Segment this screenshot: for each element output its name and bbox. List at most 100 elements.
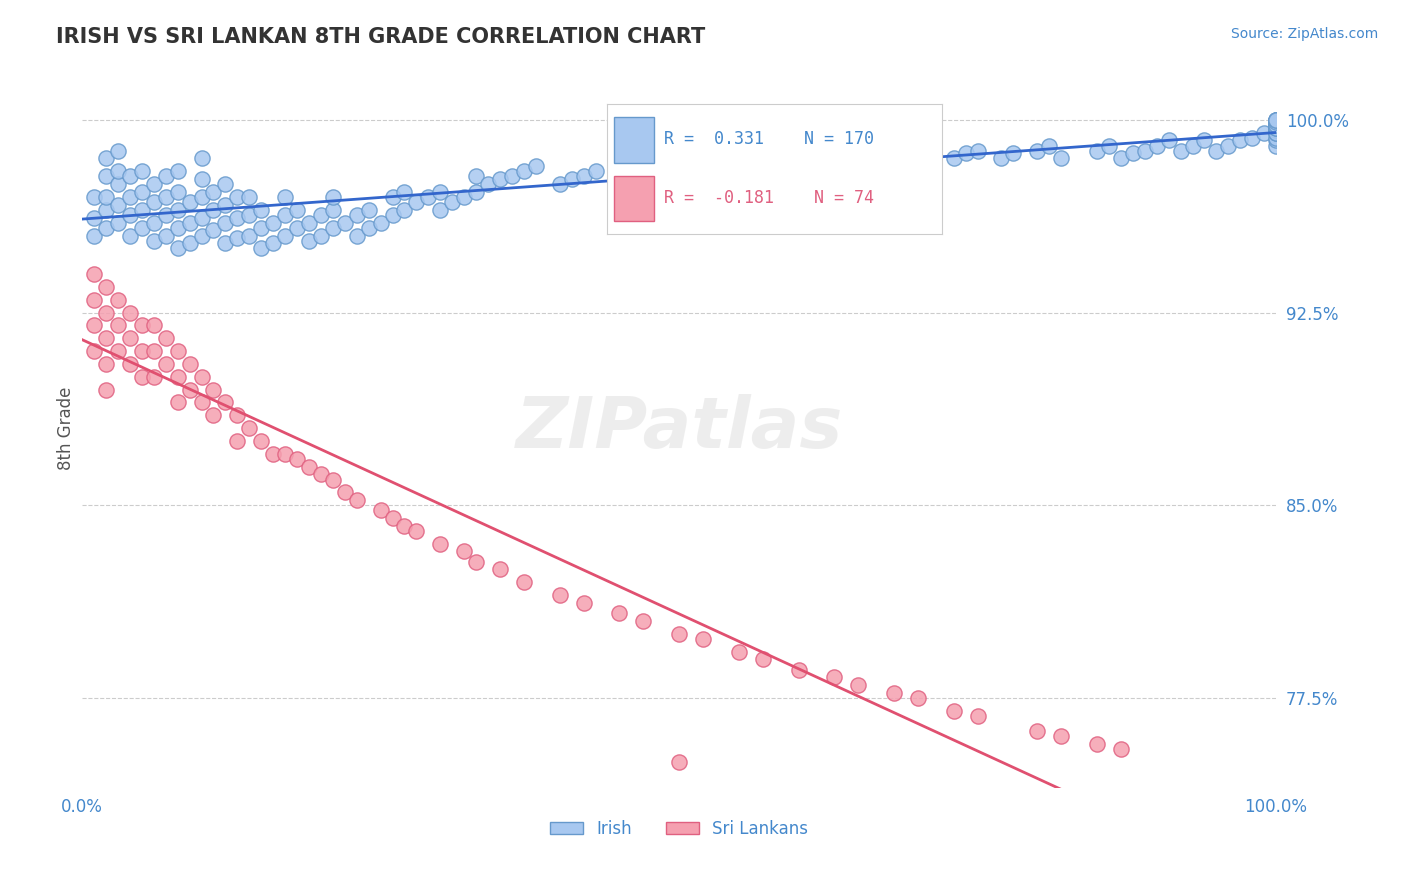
Point bbox=[83, 267, 105, 281]
Point bbox=[1265, 118, 1288, 132]
Point bbox=[1265, 118, 1288, 132]
Point bbox=[118, 357, 141, 371]
Point bbox=[298, 216, 321, 230]
Point bbox=[94, 357, 117, 371]
Point bbox=[633, 614, 655, 628]
Point bbox=[202, 409, 225, 423]
Point bbox=[823, 156, 845, 170]
Point bbox=[131, 185, 153, 199]
Point bbox=[107, 293, 129, 307]
Point bbox=[1265, 126, 1288, 140]
Point bbox=[179, 195, 201, 210]
Point bbox=[477, 177, 499, 191]
Point bbox=[142, 216, 165, 230]
Point bbox=[370, 216, 392, 230]
Point bbox=[118, 305, 141, 319]
Point bbox=[322, 190, 344, 204]
Point bbox=[1205, 144, 1227, 158]
Point bbox=[190, 152, 212, 166]
Point bbox=[94, 280, 117, 294]
Point bbox=[83, 228, 105, 243]
Point bbox=[1265, 118, 1288, 132]
Point bbox=[94, 152, 117, 166]
Point bbox=[94, 220, 117, 235]
Point bbox=[166, 164, 188, 178]
Point bbox=[131, 164, 153, 178]
Point bbox=[381, 511, 404, 525]
Point bbox=[214, 216, 236, 230]
Point bbox=[83, 344, 105, 359]
Point bbox=[1265, 120, 1288, 135]
Point bbox=[787, 164, 810, 178]
Point bbox=[118, 228, 141, 243]
Point bbox=[883, 686, 905, 700]
Point bbox=[548, 177, 571, 191]
Point bbox=[83, 190, 105, 204]
Point bbox=[644, 159, 666, 173]
Point bbox=[870, 159, 893, 173]
Point bbox=[298, 234, 321, 248]
Text: IRISH VS SRI LANKAN 8TH GRADE CORRELATION CHART: IRISH VS SRI LANKAN 8TH GRADE CORRELATIO… bbox=[56, 27, 706, 46]
Point bbox=[394, 518, 416, 533]
Point bbox=[250, 434, 273, 448]
Point bbox=[226, 211, 249, 225]
Point bbox=[142, 177, 165, 191]
Point bbox=[274, 447, 297, 461]
Point bbox=[118, 208, 141, 222]
Point bbox=[190, 395, 212, 409]
Point bbox=[727, 645, 749, 659]
Point bbox=[703, 159, 725, 173]
Point bbox=[142, 318, 165, 333]
Point bbox=[692, 164, 714, 178]
Point bbox=[918, 146, 941, 161]
Point bbox=[250, 241, 273, 255]
Point bbox=[524, 159, 547, 173]
Point bbox=[1181, 138, 1204, 153]
Point bbox=[155, 331, 177, 345]
Point bbox=[1265, 120, 1288, 135]
Point bbox=[357, 220, 380, 235]
Point bbox=[309, 228, 332, 243]
Point bbox=[118, 169, 141, 184]
Point bbox=[226, 190, 249, 204]
Point bbox=[1265, 123, 1288, 137]
Point bbox=[333, 485, 356, 500]
Point bbox=[465, 169, 488, 184]
Point bbox=[787, 663, 810, 677]
Point bbox=[214, 197, 236, 211]
Point bbox=[107, 197, 129, 211]
Point bbox=[405, 195, 427, 210]
Point bbox=[131, 344, 153, 359]
Point bbox=[1265, 112, 1288, 127]
Point bbox=[1265, 115, 1288, 129]
Point bbox=[883, 156, 905, 170]
Point bbox=[548, 588, 571, 602]
Point bbox=[285, 202, 308, 217]
Point bbox=[274, 208, 297, 222]
Point bbox=[107, 344, 129, 359]
Point bbox=[572, 596, 595, 610]
Point bbox=[907, 690, 929, 705]
Point bbox=[1265, 115, 1288, 129]
Point bbox=[202, 223, 225, 237]
Point bbox=[226, 231, 249, 245]
Point bbox=[1026, 724, 1049, 739]
Point bbox=[94, 169, 117, 184]
Point bbox=[107, 164, 129, 178]
Point bbox=[94, 305, 117, 319]
Point bbox=[1265, 126, 1288, 140]
Point bbox=[572, 169, 595, 184]
Point bbox=[751, 652, 773, 666]
Point bbox=[107, 177, 129, 191]
Point bbox=[285, 452, 308, 467]
Point bbox=[1265, 115, 1288, 129]
Point bbox=[179, 216, 201, 230]
Point bbox=[1241, 131, 1264, 145]
Point bbox=[322, 473, 344, 487]
Point bbox=[405, 524, 427, 538]
Point bbox=[955, 146, 977, 161]
Point bbox=[298, 459, 321, 474]
Point bbox=[740, 164, 762, 178]
Point bbox=[609, 177, 631, 191]
Point bbox=[453, 544, 475, 558]
